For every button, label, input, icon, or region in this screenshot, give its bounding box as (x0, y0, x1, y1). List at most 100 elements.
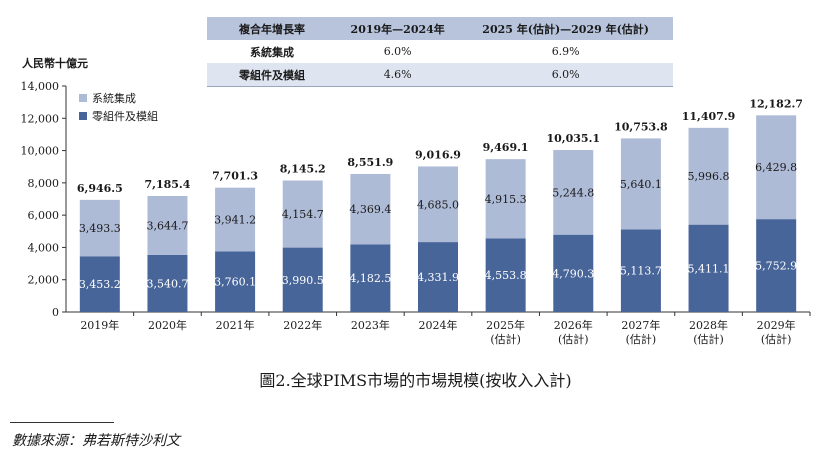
x-tick-label: 2025年 (486, 318, 525, 332)
x-tick-label: 2028年 (689, 318, 728, 332)
bar-total-label: 8,551.9 (347, 156, 393, 169)
legend-swatch-components (79, 112, 87, 120)
cagr-row-system-integration: 系統集成 6.0% 6.9% (207, 40, 673, 63)
bar-total-label: 8,145.2 (280, 163, 326, 176)
x-tick-label: 2029年 (757, 318, 796, 332)
cagr-header-period-2: 2025 年(估計)—2029 年(估計) (482, 22, 650, 36)
bar-total-label: 11,407.9 (682, 110, 736, 123)
bar-total-label: 6,946.5 (77, 182, 123, 195)
bar-segment-components (418, 242, 458, 312)
bar-segment-system-integration (147, 196, 188, 255)
y-tick-label: 10,000 (21, 145, 60, 158)
cagr-value: 6.0% (383, 45, 412, 58)
bar-total-label: 10,753.8 (614, 120, 668, 133)
bar-segment-components (147, 254, 188, 312)
bar-segment-components (688, 224, 729, 312)
bar-value-label-components: 3,453.2 (79, 278, 121, 291)
bar-segment-components (282, 247, 323, 312)
source-note: 數據來源：弗若斯特沙利文 (12, 433, 180, 449)
bar-value-label-system-integration: 6,429.8 (755, 161, 797, 174)
bar-value-label-system-integration: 4,685.0 (417, 198, 459, 211)
bar-segment-system-integration (350, 173, 391, 245)
stacked-bar-chart: 人民幣十億元 0 2,000 4,000 6,000 8,000 10,000 12,000 1… (21, 56, 811, 346)
bar-segment-system-integration (282, 180, 323, 248)
bar-value-label-system-integration: 5,640.1 (620, 178, 662, 191)
y-tick-label: 8,000 (28, 177, 60, 190)
source-divider (10, 422, 114, 423)
bar-value-label-components: 4,790.3 (552, 267, 594, 280)
bar-value-label-components: 5,752.9 (755, 260, 797, 273)
bar-segment-components (79, 256, 120, 312)
bar-total-label: 9,016.9 (415, 148, 461, 161)
legend-swatch-system-integration (79, 94, 87, 102)
bar-segment-components (620, 229, 661, 312)
bar-segment-system-integration (553, 150, 594, 235)
bar-segment-components (553, 234, 594, 312)
bar-segment-system-integration (688, 127, 729, 225)
y-axis-label: 人民幣十億元 (22, 56, 88, 70)
bar-segment-system-integration (485, 159, 526, 239)
y-tick-label: 0 (52, 306, 59, 319)
x-tick-label: (估計) (693, 332, 724, 346)
bar-value-label-components: 3,760.1 (214, 276, 256, 289)
bar-segment-components (485, 238, 526, 312)
bar-segment-components (350, 244, 391, 312)
y-tick-label: 4,000 (28, 241, 60, 254)
bar-total-label: 7,185.4 (144, 178, 190, 191)
x-tick-label: 2020年 (148, 318, 187, 332)
x-tick-label: 2021年 (216, 318, 255, 332)
x-tick-label: (估計) (761, 332, 792, 346)
bar-value-label-components: 4,553.8 (485, 269, 527, 282)
legend-label-components: 零組件及模組 (92, 110, 158, 123)
y-tick-label: 12,000 (21, 112, 60, 125)
cagr-header-row: 複合年增長率 2019年—2024年 2025 年(估計)—2029 年(估計) (207, 17, 673, 40)
bar-value-label-system-integration: 3,493.3 (79, 222, 121, 235)
bar-value-label-system-integration: 4,154.7 (282, 208, 324, 221)
bar-value-label-components: 3,990.5 (282, 274, 324, 287)
y-tick-label: 6,000 (28, 209, 60, 222)
x-tick-label: 2023年 (351, 318, 390, 332)
bar-value-label-system-integration: 5,244.8 (552, 186, 594, 199)
x-tick-label: 2026年 (554, 318, 593, 332)
cagr-row-label: 零組件及模組 (239, 68, 305, 82)
x-tick-label: 2022年 (283, 318, 322, 332)
bar-total-label: 12,182.7 (749, 97, 803, 110)
cagr-value: 6.9% (551, 45, 580, 58)
cagr-row-components: 零組件及模組 4.6% 6.0% (207, 63, 673, 87)
bar-value-label-system-integration: 4,915.3 (485, 193, 527, 206)
x-tick-label: 2027年 (621, 318, 660, 332)
bar-value-label-components: 3,540.7 (146, 277, 188, 290)
x-tick-label: 2024年 (419, 318, 458, 332)
bar-value-label-system-integration: 3,941.2 (214, 213, 256, 226)
cagr-table: 複合年增長率 2019年—2024年 2025 年(估計)—2029 年(估計)… (207, 17, 673, 87)
bar-value-label-components: 4,182.5 (349, 272, 391, 285)
bar-segment-components (215, 251, 256, 312)
cagr-value: 6.0% (551, 68, 580, 81)
y-tick-label: 2,000 (28, 274, 60, 287)
x-tick-label: (估計) (626, 332, 657, 346)
y-tick-label: 14,000 (21, 80, 60, 93)
bar-value-label-components: 4,331.9 (417, 271, 459, 284)
x-tick-label: (估計) (558, 332, 589, 346)
legend-label-system-integration: 系統集成 (92, 91, 136, 105)
bar-total-label: 9,469.1 (483, 141, 529, 154)
bar-value-label-components: 5,113.7 (620, 265, 662, 278)
bar-value-label-system-integration: 4,369.4 (349, 203, 391, 216)
bar-segment-components (756, 219, 797, 312)
bar-segment-system-integration (756, 115, 797, 220)
cagr-value: 4.6% (383, 68, 412, 81)
bar-segment-system-integration (215, 187, 256, 252)
cagr-row-label: 系統集成 (250, 45, 294, 59)
bar-value-label-components: 5,411.1 (688, 262, 730, 275)
cagr-header-label: 複合年增長率 (239, 22, 305, 36)
figure-caption: 圖2.全球PIMS市場的市場規模(按收入入計) (259, 371, 572, 390)
x-tick-label: 2019年 (80, 318, 119, 332)
bar-segment-system-integration (418, 166, 458, 243)
bar-value-label-system-integration: 5,996.8 (688, 170, 730, 183)
bar-total-label: 7,701.3 (212, 170, 258, 183)
cagr-header-period-1: 2019年—2024年 (350, 22, 445, 36)
bar-segment-system-integration (79, 199, 120, 257)
bar-segment-system-integration (620, 138, 661, 230)
bar-value-label-system-integration: 3,644.7 (146, 219, 188, 232)
x-tick-label: (估計) (490, 332, 521, 346)
